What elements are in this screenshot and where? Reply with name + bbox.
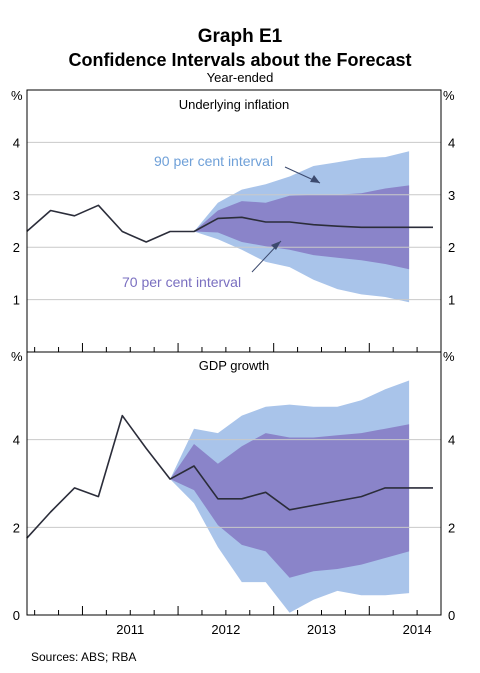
inflation-ytick-right: 3 bbox=[448, 188, 455, 203]
source-note: Sources: ABS; RBA bbox=[31, 650, 136, 664]
inflation-ytick-left: 4 bbox=[13, 135, 20, 150]
gdp-series-line bbox=[26, 414, 433, 539]
panel-gdp-growth: 0 0 2 2 4 4 GDP growth % % bbox=[11, 349, 455, 623]
annotation-arrowhead-90 bbox=[310, 175, 320, 183]
panel-underlying-inflation: 1 1 2 2 3 3 4 4 Underlying inflation % % 90 per… bbox=[11, 88, 455, 308]
panel-title-inflation: Underlying inflation bbox=[179, 97, 290, 112]
inflation-band-70 bbox=[194, 185, 410, 270]
annotation-90-interval: 90 per cent interval bbox=[154, 153, 273, 169]
unit-left-inflation: % bbox=[11, 88, 23, 103]
inflation-ytick-right: 1 bbox=[448, 293, 455, 308]
inflation-ytick-right: 4 bbox=[448, 135, 455, 150]
inflation-ytick-left: 2 bbox=[13, 240, 20, 255]
x-tick-label: 2014 bbox=[403, 622, 432, 637]
x-tick-label: 2013 bbox=[307, 622, 336, 637]
inflation-ytick-left: 1 bbox=[13, 293, 20, 308]
x-axis: 2011 2012 2013 2014 bbox=[34, 343, 432, 637]
gdp-ytick-left: 4 bbox=[13, 433, 20, 448]
gdp-band-70 bbox=[170, 424, 410, 578]
gdp-ytick-left: 0 bbox=[13, 608, 20, 623]
chart-subtitle: Confidence Intervals about the Forecast bbox=[68, 50, 411, 70]
inflation-series-line bbox=[26, 204, 433, 243]
annotation-70-interval: 70 per cent interval bbox=[122, 274, 241, 290]
gdp-ytick-left: 2 bbox=[13, 520, 20, 535]
unit-left-gdp: % bbox=[11, 349, 23, 364]
gdp-ytick-right: 0 bbox=[448, 608, 455, 623]
gdp-ytick-right: 2 bbox=[448, 520, 455, 535]
inflation-ytick-left: 3 bbox=[13, 188, 20, 203]
chart-title: Graph E1 bbox=[198, 26, 283, 47]
gdp-ytick-right: 4 bbox=[448, 433, 455, 448]
annotation-arrowhead-70 bbox=[271, 241, 281, 250]
unit-right-inflation: % bbox=[443, 88, 455, 103]
panel-title-gdp: GDP growth bbox=[199, 358, 270, 373]
unit-right-gdp: % bbox=[443, 349, 455, 364]
x-tick-label: 2011 bbox=[116, 622, 144, 637]
chart-note: Year-ended bbox=[207, 70, 274, 85]
inflation-ytick-right: 2 bbox=[448, 240, 455, 255]
x-tick-label: 2012 bbox=[211, 622, 240, 637]
